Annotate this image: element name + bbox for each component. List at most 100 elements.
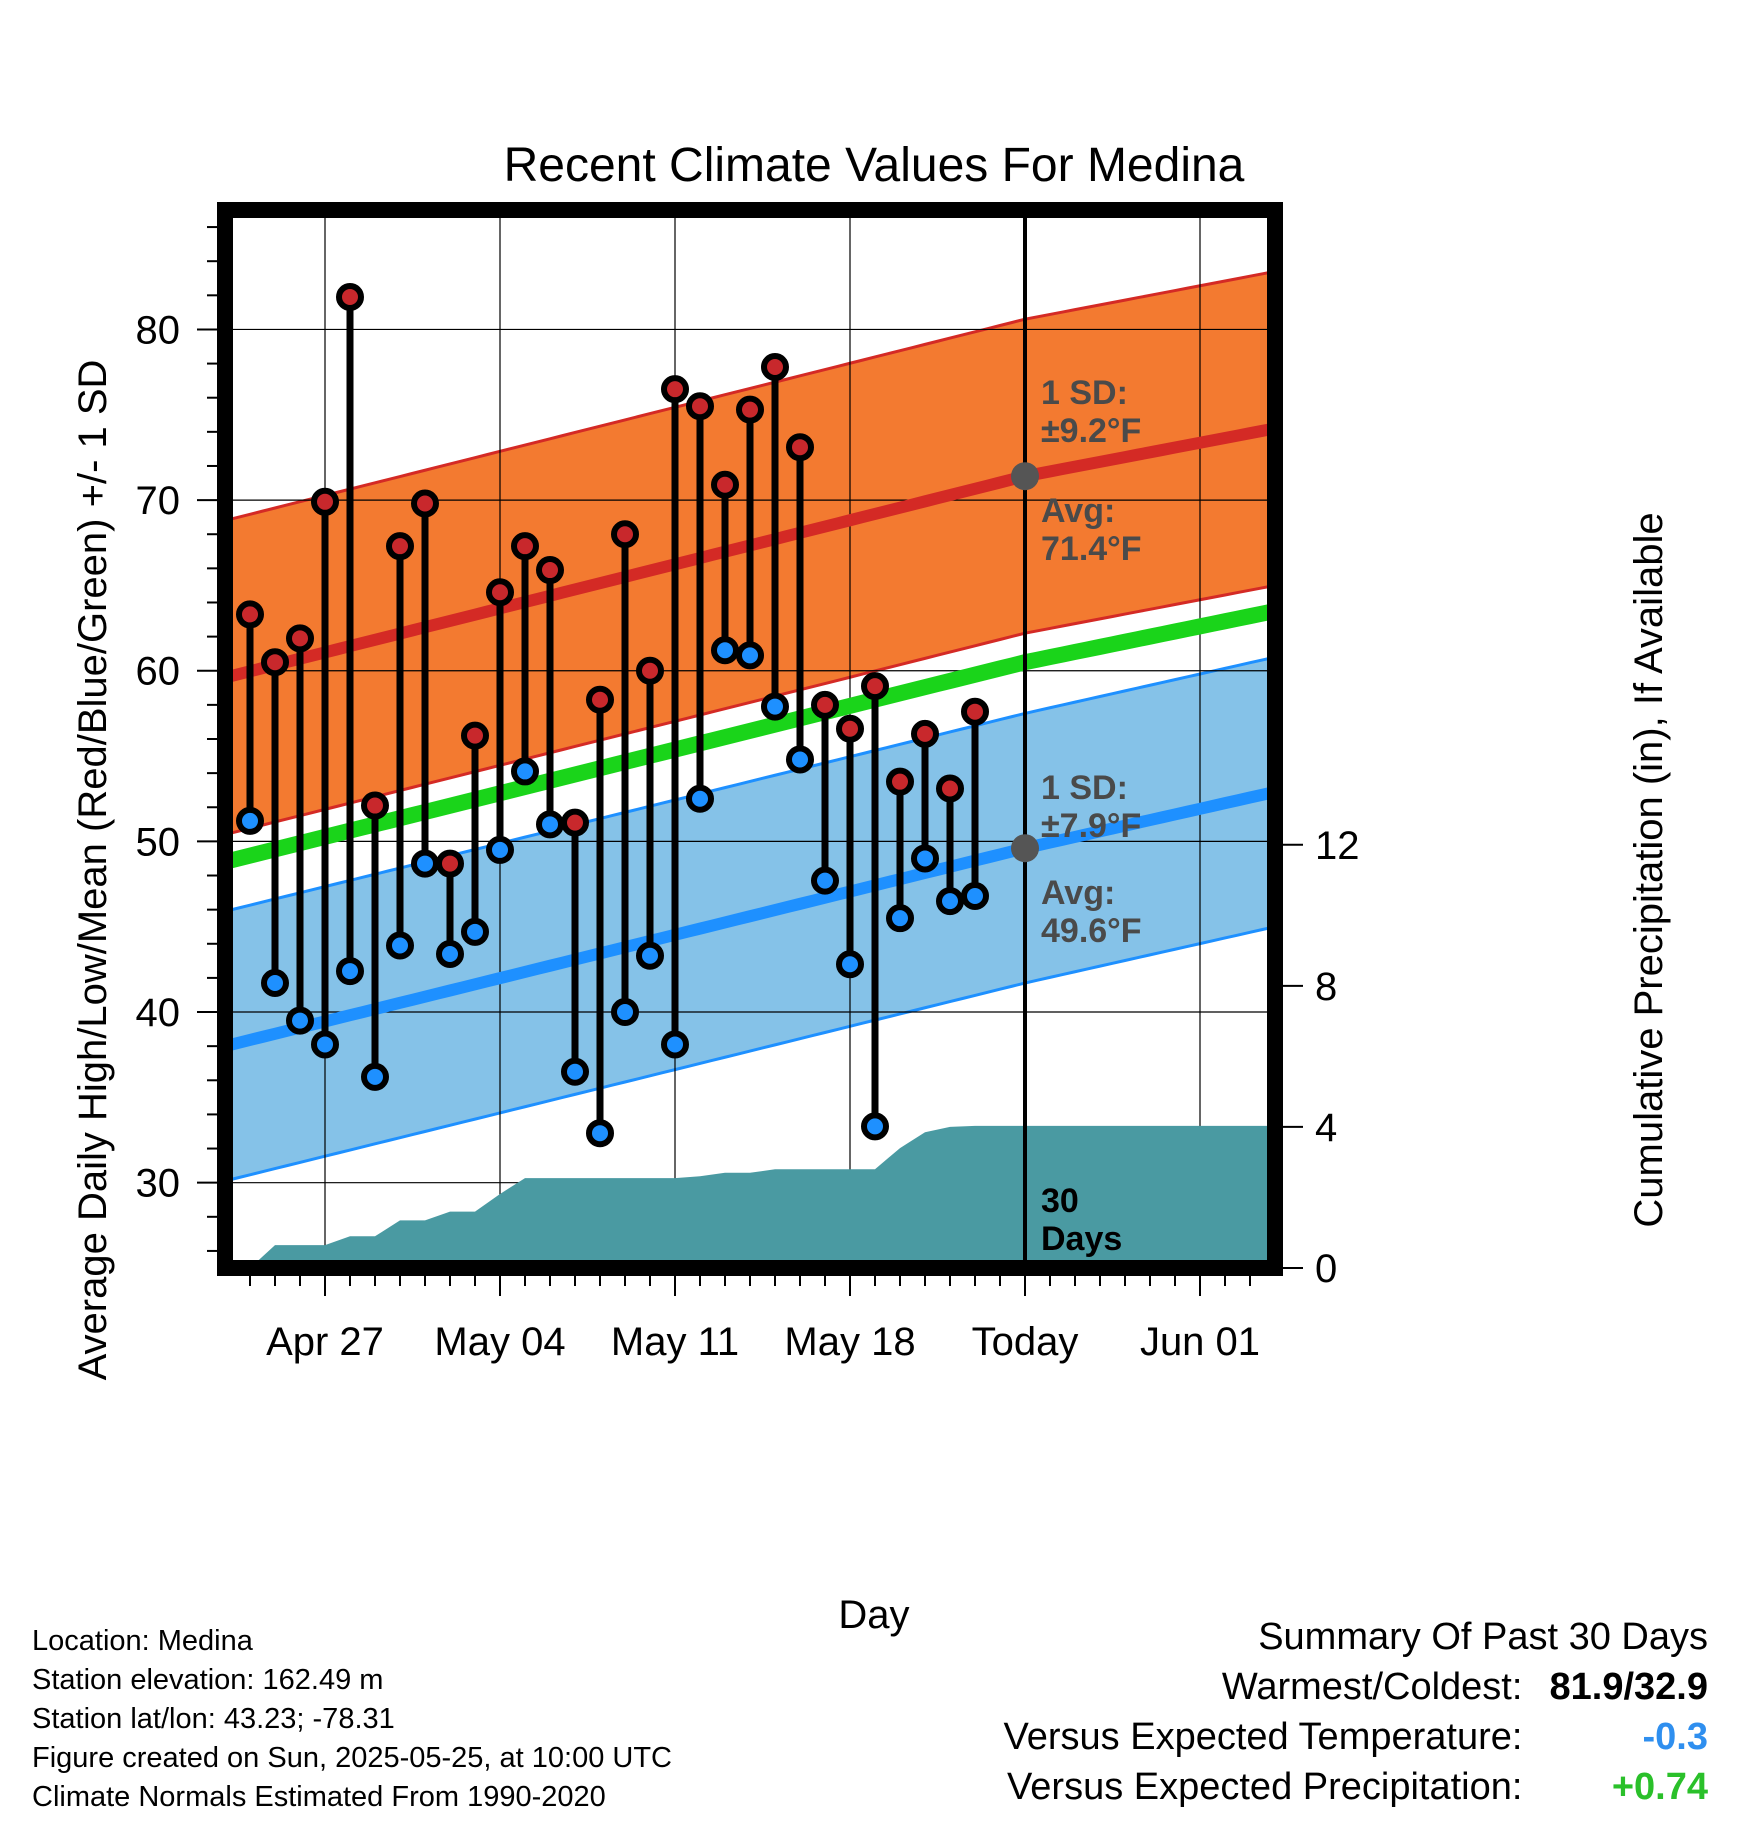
y-right-tick-label: 4	[1315, 1106, 1337, 1150]
daily-low-point	[411, 849, 439, 878]
created-text: Figure created on Sun, 2025-05-25, at 10…	[32, 1742, 672, 1774]
daily-low-point	[786, 745, 814, 774]
daily-high-point	[261, 648, 289, 677]
high-sd-label: 1 SD:	[1041, 374, 1128, 412]
daily-low-point	[886, 904, 914, 933]
daily-high-point	[486, 578, 514, 607]
daily-low-point	[511, 757, 539, 786]
daily-high-point	[886, 767, 914, 796]
daily-low-point	[686, 784, 714, 813]
daily-high-point	[861, 672, 889, 701]
daily-low-point	[661, 1030, 689, 1059]
summary-heading: Summary Of Past 30 Days	[1258, 1616, 1708, 1658]
summary-panel: Summary Of Past 30 Days Warmest/Coldest:…	[1004, 1612, 1708, 1812]
daily-low-point	[936, 887, 964, 916]
x-tick-label: May 04	[434, 1320, 565, 1364]
y-tick-label: 80	[136, 308, 181, 352]
daily-low-point	[436, 940, 464, 969]
normals-note-text: Climate Normals Estimated From 1990-2020	[32, 1781, 606, 1813]
daily-high-point	[236, 600, 264, 629]
daily-low-point	[586, 1119, 614, 1148]
y-right-tick-label: 0	[1315, 1247, 1337, 1291]
daily-low-point	[286, 1006, 314, 1035]
y-right-tick-label: 8	[1315, 965, 1337, 1009]
daily-high-point	[361, 791, 389, 820]
daily-low-point	[536, 810, 564, 839]
daily-high-point	[386, 532, 414, 561]
daily-low-point	[386, 931, 414, 960]
daily-high-point	[336, 283, 364, 312]
daily-high-point	[736, 395, 764, 424]
station-info: Location: Medina Station elevation: 162.…	[32, 1622, 672, 1817]
daily-low-point	[736, 641, 764, 670]
daily-low-point	[361, 1062, 389, 1091]
y-tick-label: 50	[136, 820, 181, 864]
daily-high-point	[636, 656, 664, 685]
daily-high-point	[961, 697, 989, 726]
low-normal-line	[225, 786, 1275, 1052]
latlon-text: Station lat/lon: 43.23; -78.31	[32, 1703, 395, 1735]
x-tick-label: Jun 01	[1140, 1320, 1260, 1364]
daily-high-point	[836, 714, 864, 743]
daily-high-point	[686, 392, 714, 421]
daily-high-point	[561, 808, 589, 837]
x-tick-label: May 18	[784, 1320, 915, 1364]
today-high-normal-marker	[1011, 462, 1039, 491]
high-avg-value: 71.4°F	[1041, 530, 1142, 568]
daily-high-point	[511, 532, 539, 561]
precip-departure-row: Versus Expected Precipitation: +0.74	[1004, 1762, 1708, 1812]
x-tick-label: Apr 27	[266, 1320, 384, 1364]
daily-low-point	[961, 881, 989, 910]
daily-high-point	[936, 774, 964, 803]
y-tick-label: 30	[136, 1162, 181, 1206]
daily-low-point	[636, 941, 664, 970]
daily-low-point	[561, 1057, 589, 1086]
warm-cold-value: 81.9/32.9	[1549, 1666, 1708, 1708]
daily-low-point	[836, 950, 864, 979]
chart-title: Recent Climate Values For Medina	[504, 139, 1245, 192]
x-tick-label: Today	[972, 1320, 1079, 1364]
days-word-label: Days	[1041, 1220, 1122, 1258]
x-axis-label: Day	[838, 1593, 909, 1637]
daily-high-point	[286, 624, 314, 653]
precip-departure-value: +0.74	[1611, 1766, 1708, 1808]
daily-high-point	[411, 489, 439, 518]
daily-low-point	[911, 844, 939, 873]
daily-low-point	[236, 806, 264, 835]
daily-low-point	[461, 917, 489, 946]
daily-low-point	[861, 1112, 889, 1141]
axes: 30 40 50 60 70 80 0 4 8 12 Apr 27 May 04 May 11 May 1…	[136, 226, 1360, 1364]
days-count-label: 30	[1041, 1182, 1079, 1220]
y-tick-label: 40	[136, 991, 181, 1035]
daily-low-point	[711, 636, 739, 665]
precip-departure-label: Versus Expected Precipitation:	[1007, 1766, 1523, 1808]
high-avg-label: Avg:	[1041, 492, 1115, 530]
low-sd-label: 1 SD:	[1041, 769, 1128, 807]
y-tick-label: 60	[136, 650, 181, 694]
low-sd-value: ±7.9°F	[1041, 807, 1141, 845]
today-low-normal-marker	[1011, 834, 1039, 863]
daily-high-point	[711, 470, 739, 499]
location-text: Location: Medina	[32, 1625, 253, 1657]
warm-cold-row: Warmest/Coldest: 81.9/32.9	[1004, 1662, 1708, 1712]
daily-low-point	[761, 692, 789, 721]
low-normal-band-lower-edge	[225, 925, 1275, 1183]
precip-area	[250, 1125, 1275, 1268]
low-avg-value: 49.6°F	[1041, 912, 1142, 950]
temp-departure-value: -0.3	[1642, 1716, 1708, 1758]
daily-high-point	[536, 556, 564, 585]
daily-high-point	[461, 721, 489, 750]
warm-cold-label: Warmest/Coldest:	[1221, 1666, 1523, 1708]
daily-high-point	[911, 719, 939, 748]
daily-high-point	[611, 520, 639, 549]
x-tick-label: May 11	[611, 1320, 739, 1364]
daily-high-point	[786, 433, 814, 462]
daily-high-point	[586, 685, 614, 714]
high-normal-band-upper-edge	[225, 269, 1275, 523]
y-right-tick-label: 12	[1315, 824, 1360, 868]
daily-low-point	[486, 835, 514, 864]
daily-low-point	[811, 866, 839, 895]
daily-high-point	[311, 487, 339, 516]
daily-low-point	[336, 957, 364, 986]
daily-high-point	[661, 375, 689, 404]
